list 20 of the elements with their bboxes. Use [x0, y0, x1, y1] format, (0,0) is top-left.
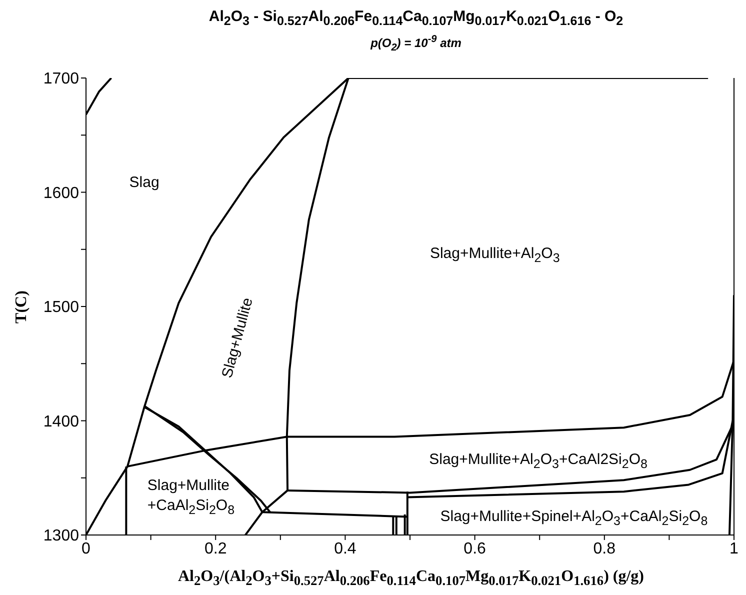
chart-subtitle: p(O$_{2}$) = 10$^{-9}$ atm — [369, 34, 462, 54]
annotation: Slag+Mullite+Al$_{2}$O$_{3}$ — [430, 244, 560, 268]
text: Al$_{2}$O$_{3}$/(Al$_{2}$O$_{3}$+Si$_{0.527}$Al$_{0.206}$Fe$_{0.114}$Ca$_{0.107}$Mg$_{0.017}$K$_{0.021}$O$_{1.616}$) (g/g) — [178, 568, 644, 588]
annotation: Slag+Mullite +CaAl$_{2}$Si$_{2}$O$_{8}$ — [147, 476, 235, 520]
x-tick-label: 0.8 — [593, 540, 616, 558]
x-tick-label: 0 — [82, 540, 91, 558]
y-tick-label: 1700 — [43, 70, 80, 88]
y-tick-label: 1300 — [43, 528, 80, 545]
y-tick-label: 1500 — [43, 299, 80, 316]
text: Slag+Mullite+Spinel+Al$_{2}$O$_{3}$+CaAl$_{2}$Si$_{2}$O$_{8}$ — [440, 508, 708, 528]
y-tick-label: 1600 — [43, 184, 80, 202]
chart-title: Al$_{2}$O$_{3}$ - Si$_{0.527}$Al$_{0.206}$Fe$_{0.114}$Ca$_{0.107}$Mg$_{0.017}$K$_{0.021}$O$_{1.616}$ - O$_{2}$ — [208, 8, 624, 28]
x-tick-label: 0.2 — [204, 540, 227, 558]
x-tick-label: 0.6 — [464, 540, 486, 558]
x-tick-label: 1 — [730, 540, 739, 558]
annotation: Slag — [129, 173, 160, 194]
y-axis-title: T(C) — [13, 290, 31, 323]
x-tick-label: 0.4 — [334, 540, 356, 558]
y-tick-label: 1400 — [43, 413, 80, 430]
annotation: Slag+Mullite+Al$_{2}$O$_{3}$+CaAl2Si$_{2}$O$_{8}$ — [429, 450, 648, 473]
